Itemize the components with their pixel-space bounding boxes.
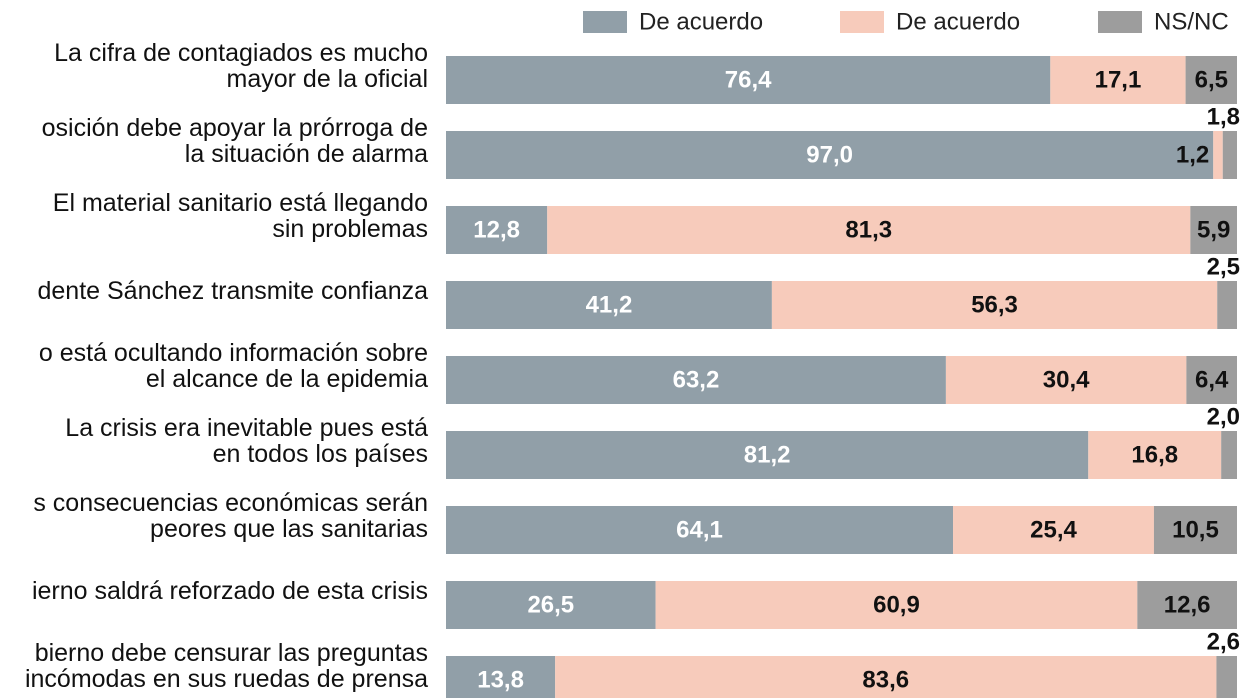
bar-segment bbox=[446, 356, 946, 404]
bar-segment bbox=[446, 506, 954, 554]
category-label: bierno debe censurar las preguntas incóm… bbox=[24, 639, 428, 693]
value-label: 13,8 bbox=[477, 666, 524, 693]
value-label: 5,9 bbox=[1197, 216, 1230, 243]
bar-segment bbox=[446, 581, 656, 629]
value-label: 63,2 bbox=[673, 366, 720, 393]
value-label: 2,5 bbox=[1207, 253, 1240, 280]
bar-segment bbox=[1217, 281, 1237, 329]
bar-segment bbox=[446, 656, 556, 698]
bar-segment bbox=[1185, 56, 1237, 104]
value-label: 60,9 bbox=[873, 591, 920, 618]
value-label: 97,0 bbox=[806, 141, 853, 168]
value-label: 6,5 bbox=[1195, 66, 1228, 93]
value-label: 83,6 bbox=[862, 666, 909, 693]
category-label: La crisis era inevitable pues está en to… bbox=[65, 414, 428, 468]
bar-segment bbox=[1222, 131, 1237, 179]
bar-segment bbox=[945, 356, 1187, 404]
value-label: 2,0 bbox=[1207, 403, 1240, 430]
legend-swatch bbox=[840, 11, 884, 33]
bar-segment bbox=[655, 581, 1138, 629]
bar-segment bbox=[1186, 356, 1237, 404]
bar-segment bbox=[446, 281, 772, 329]
bar-segment bbox=[1213, 131, 1223, 179]
category-label: s consecuencias económicas serán peores … bbox=[33, 489, 428, 543]
bar-segment bbox=[446, 206, 548, 254]
legend-swatch bbox=[1098, 11, 1142, 33]
value-label: 56,3 bbox=[971, 291, 1018, 318]
bar-segment bbox=[953, 506, 1154, 554]
value-label: 25,4 bbox=[1030, 516, 1077, 543]
bar-segment bbox=[1216, 656, 1237, 698]
bar-segment bbox=[1050, 56, 1186, 104]
value-label: 41,2 bbox=[586, 291, 633, 318]
value-label: 12,6 bbox=[1164, 591, 1211, 618]
value-label: 30,4 bbox=[1043, 366, 1090, 393]
value-label: 76,4 bbox=[725, 66, 772, 93]
bar-segment bbox=[1190, 206, 1237, 254]
legend-swatch bbox=[583, 11, 627, 33]
category-label: osición debe apoyar la prórroga de la si… bbox=[41, 114, 428, 168]
value-label: 6,4 bbox=[1195, 366, 1229, 393]
bar-segment bbox=[1088, 431, 1222, 479]
category-label: dente Sánchez transmite confianza bbox=[37, 277, 428, 305]
legend-label: De acuerdo bbox=[639, 8, 763, 35]
bar-segment bbox=[1221, 431, 1237, 479]
bar-segment bbox=[547, 206, 1191, 254]
bar-segment bbox=[555, 656, 1217, 698]
value-label: 26,5 bbox=[527, 591, 574, 618]
value-label: 12,8 bbox=[473, 216, 520, 243]
bar-segment bbox=[1153, 506, 1237, 554]
value-label: 1,2 bbox=[1176, 141, 1209, 168]
bar-segment bbox=[771, 281, 1218, 329]
bar-segment bbox=[446, 431, 1089, 479]
value-label: 1,8 bbox=[1207, 103, 1240, 130]
value-label: 10,5 bbox=[1172, 516, 1219, 543]
legend-label: De acuerdo bbox=[896, 8, 1020, 35]
value-label: 81,3 bbox=[845, 216, 892, 243]
legend-label: NS/NC bbox=[1154, 8, 1229, 35]
value-label: 2,6 bbox=[1207, 628, 1240, 655]
category-label: La cifra de contagiados es mucho mayor d… bbox=[54, 39, 428, 93]
bar-segment bbox=[1137, 581, 1237, 629]
value-label: 16,8 bbox=[1131, 441, 1178, 468]
bar-segment bbox=[446, 131, 1214, 179]
category-label: ierno saldrá reforzado de esta crisis bbox=[31, 577, 428, 605]
value-label: 81,2 bbox=[744, 441, 791, 468]
category-label: El material sanitario está llegando sin … bbox=[52, 189, 428, 243]
category-label: o está ocultando información sobre el al… bbox=[38, 339, 428, 393]
value-label: 64,1 bbox=[676, 516, 723, 543]
bar-segment bbox=[446, 56, 1051, 104]
value-label: 17,1 bbox=[1095, 66, 1142, 93]
